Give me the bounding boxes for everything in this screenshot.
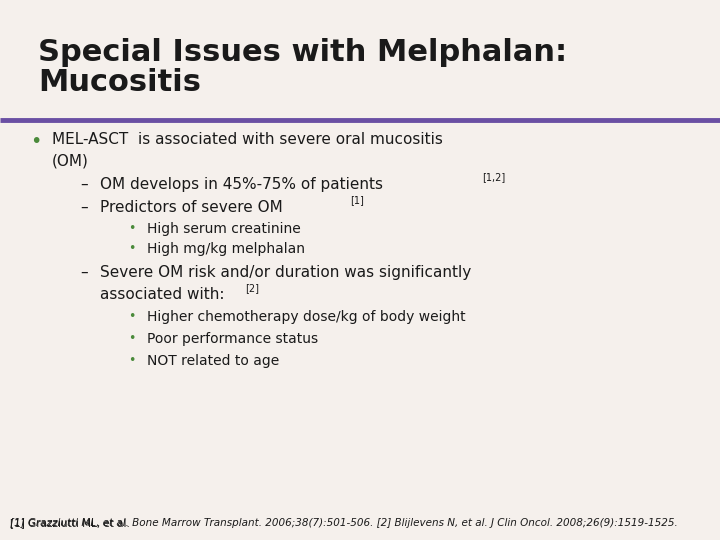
Text: •: • bbox=[128, 332, 135, 345]
Text: associated with:: associated with: bbox=[100, 287, 225, 302]
Text: Poor performance status: Poor performance status bbox=[147, 332, 318, 346]
Text: [2]: [2] bbox=[245, 283, 259, 293]
Text: –: – bbox=[80, 200, 88, 215]
Text: [1,2]: [1,2] bbox=[482, 172, 505, 182]
Text: •: • bbox=[128, 354, 135, 367]
Text: Severe OM risk and/or duration was significantly: Severe OM risk and/or duration was signi… bbox=[100, 265, 472, 280]
Text: NOT related to age: NOT related to age bbox=[147, 354, 279, 368]
Text: MEL-ASCT  is associated with severe oral mucositis: MEL-ASCT is associated with severe oral … bbox=[52, 132, 443, 147]
Text: Higher chemotherapy dose/kg of body weight: Higher chemotherapy dose/kg of body weig… bbox=[147, 310, 466, 324]
Text: •: • bbox=[30, 132, 41, 151]
Text: (OM): (OM) bbox=[52, 154, 89, 169]
Text: [1] Grazziutti ML, et al.: [1] Grazziutti ML, et al. bbox=[10, 518, 133, 528]
Text: •: • bbox=[128, 310, 135, 323]
Text: –: – bbox=[80, 265, 88, 280]
Text: High mg/kg melphalan: High mg/kg melphalan bbox=[147, 242, 305, 256]
Text: OM develops in 45%-75% of patients: OM develops in 45%-75% of patients bbox=[100, 177, 383, 192]
Text: Special Issues with Melphalan:: Special Issues with Melphalan: bbox=[38, 38, 567, 67]
Text: High serum creatinine: High serum creatinine bbox=[147, 222, 301, 236]
Text: •: • bbox=[128, 222, 135, 235]
Text: Predictors of severe OM: Predictors of severe OM bbox=[100, 200, 283, 215]
Text: [1]: [1] bbox=[350, 195, 364, 205]
Text: [1] Grazziutti ML, et al. Bone Marrow Transplant. 2006;38(7):501-506. [2] Blijle: [1] Grazziutti ML, et al. Bone Marrow Tr… bbox=[10, 518, 678, 528]
Text: Mucositis: Mucositis bbox=[38, 68, 201, 97]
Text: •: • bbox=[128, 242, 135, 255]
Text: –: – bbox=[80, 177, 88, 192]
